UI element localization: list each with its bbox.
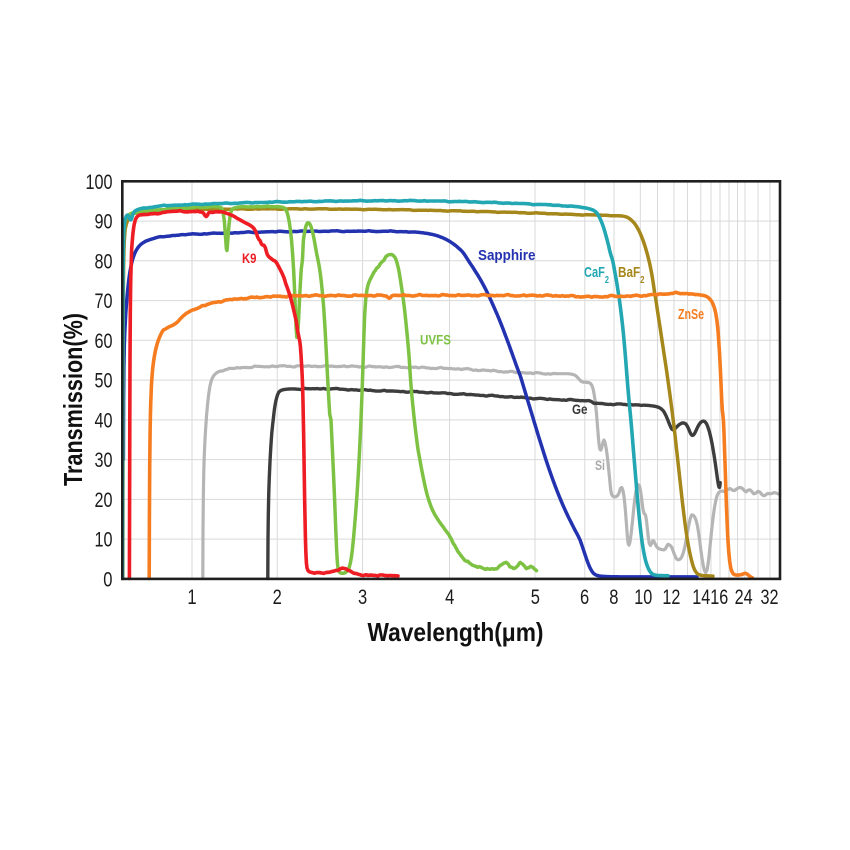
svg-text:32: 32	[761, 586, 779, 609]
svg-text:10: 10	[95, 529, 113, 552]
svg-text:Si: Si	[595, 457, 605, 473]
svg-text:10: 10	[634, 586, 652, 609]
svg-text:2: 2	[273, 586, 282, 609]
svg-text:6: 6	[580, 586, 589, 609]
svg-text:Transmission(%): Transmission(%)	[58, 313, 88, 486]
svg-text:20: 20	[95, 489, 113, 512]
svg-text:14: 14	[692, 586, 710, 609]
svg-text:UVFS: UVFS	[420, 332, 451, 348]
svg-text:1: 1	[187, 586, 196, 609]
svg-text:Ge: Ge	[572, 401, 588, 417]
svg-text:4: 4	[445, 586, 454, 609]
svg-text:12: 12	[662, 586, 680, 609]
svg-text:70: 70	[95, 290, 113, 313]
svg-text:90: 90	[95, 211, 113, 234]
svg-text:8: 8	[609, 586, 618, 609]
svg-text:Wavelength(μm): Wavelength(μm)	[368, 617, 544, 647]
svg-text:ZnSe: ZnSe	[678, 306, 704, 323]
svg-text:30: 30	[95, 449, 113, 472]
svg-text:24: 24	[735, 586, 753, 609]
svg-text:3: 3	[358, 586, 367, 609]
svg-text:16: 16	[710, 586, 728, 609]
svg-text:40: 40	[95, 409, 113, 432]
svg-text:CaF2: CaF2	[584, 264, 609, 286]
svg-text:50: 50	[95, 370, 113, 393]
svg-text:Sapphire: Sapphire	[478, 247, 536, 264]
svg-text:80: 80	[95, 250, 113, 273]
svg-text:BaF2: BaF2	[618, 264, 645, 286]
svg-text:60: 60	[95, 330, 113, 353]
svg-text:0: 0	[103, 568, 112, 591]
svg-text:100: 100	[86, 171, 113, 194]
svg-text:5: 5	[531, 586, 540, 609]
svg-text:K9: K9	[242, 250, 257, 266]
